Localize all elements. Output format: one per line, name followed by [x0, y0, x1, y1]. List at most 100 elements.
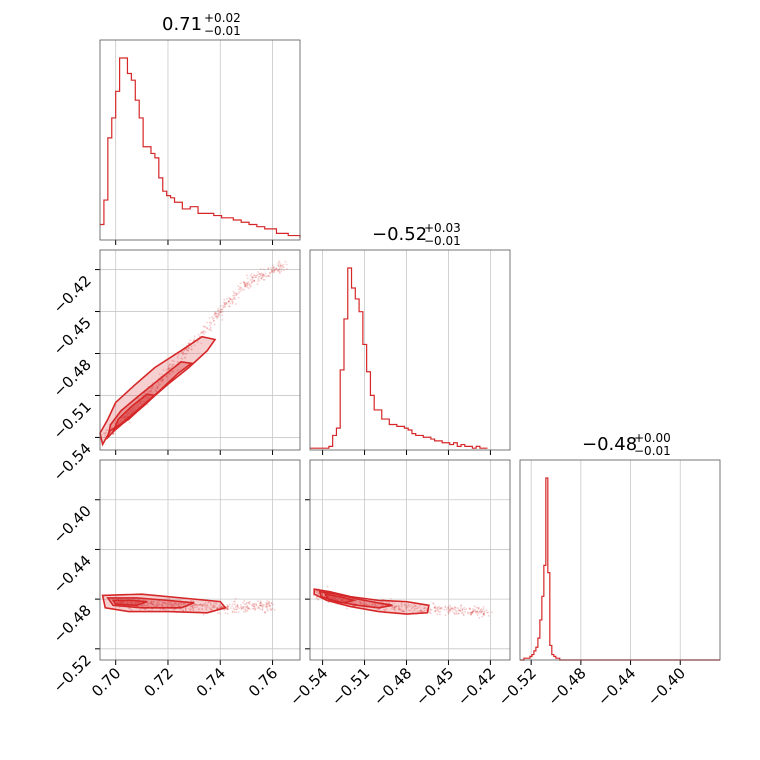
sample-point — [258, 607, 260, 609]
sample-point — [359, 601, 362, 604]
sample-point — [403, 603, 406, 606]
sample-point — [483, 613, 486, 616]
sample-point — [182, 602, 185, 605]
sample-point — [478, 607, 480, 609]
histogram-bar — [401, 426, 405, 450]
sample-point — [229, 298, 232, 301]
sample-point — [205, 608, 208, 611]
sample-point — [157, 604, 160, 606]
sample-point — [161, 379, 164, 381]
sample-point — [197, 608, 200, 611]
sample-point — [162, 379, 165, 381]
sample-point — [177, 605, 180, 608]
sample-point — [447, 611, 449, 613]
sample-point — [130, 602, 133, 605]
sample-point — [315, 597, 318, 600]
histogram-bar — [435, 441, 439, 450]
sample-point — [243, 603, 246, 606]
sample-point — [273, 266, 275, 269]
sample-point — [130, 601, 132, 604]
sample-point — [281, 266, 284, 269]
sample-point — [184, 352, 187, 355]
sample-point — [476, 614, 479, 616]
sample-point — [158, 381, 160, 384]
sample-point — [249, 602, 251, 605]
sample-point — [457, 612, 459, 615]
sample-point — [188, 607, 190, 610]
sample-point — [193, 604, 196, 607]
sample-point — [478, 616, 481, 619]
sample-point — [154, 389, 156, 392]
sample-point — [237, 292, 240, 295]
sample-point — [470, 612, 473, 615]
histogram-bar — [214, 216, 218, 240]
sample-point — [220, 605, 223, 608]
sample-point — [229, 302, 232, 305]
sample-point — [263, 274, 265, 277]
sample-point — [171, 605, 174, 607]
histogram-bar — [131, 80, 135, 240]
sample-point — [393, 607, 396, 609]
sample-point — [436, 609, 439, 612]
histogram-bar — [389, 425, 393, 450]
sample-point — [472, 608, 474, 610]
sample-point — [194, 603, 197, 606]
sample-point — [271, 270, 273, 273]
sample-point — [185, 606, 187, 609]
sample-point — [159, 608, 162, 611]
sample-point — [172, 360, 175, 363]
sample-point — [151, 381, 154, 384]
sample-point — [192, 609, 195, 612]
sample-point — [238, 607, 240, 610]
sample-point — [232, 290, 235, 293]
sample-point — [219, 310, 222, 313]
sample-point — [434, 609, 437, 612]
sample-point — [278, 271, 281, 273]
sample-point — [258, 273, 261, 275]
sample-point — [407, 604, 409, 607]
sample-point — [235, 292, 238, 295]
sample-point — [239, 286, 241, 289]
sample-point — [165, 374, 168, 377]
sample-point — [211, 317, 214, 320]
sample-point — [275, 267, 277, 270]
sample-point — [432, 602, 435, 605]
sample-point — [149, 601, 152, 604]
sample-point — [221, 314, 224, 317]
sample-point — [483, 612, 486, 614]
sample-point — [213, 312, 216, 315]
sample-point — [429, 611, 431, 614]
sample-point — [264, 610, 267, 613]
contour-level-0 — [101, 593, 227, 614]
sample-point — [440, 606, 443, 609]
sample-point — [457, 612, 460, 615]
sample-point — [150, 389, 153, 392]
sample-point — [320, 592, 323, 595]
sample-point — [429, 612, 432, 615]
sample-point — [146, 603, 149, 605]
sample-point — [443, 608, 446, 611]
y-tick-label: −0.44 — [50, 552, 95, 597]
sample-point — [449, 608, 452, 610]
sample-point — [450, 607, 453, 610]
histogram-step-2 — [520, 477, 720, 661]
sample-point — [272, 267, 275, 270]
sample-point — [368, 604, 371, 606]
sample-point — [176, 361, 179, 364]
sample-point — [172, 363, 174, 366]
sample-point — [451, 607, 454, 610]
sample-point — [474, 610, 477, 613]
sample-point — [190, 599, 192, 602]
sample-point — [144, 608, 147, 611]
sample-point — [219, 311, 222, 314]
sample-point — [420, 610, 423, 613]
sample-point — [202, 330, 204, 333]
histogram-frame-2 — [519, 459, 721, 661]
sample-point — [221, 308, 224, 311]
sample-point — [282, 269, 285, 272]
sample-point — [193, 344, 196, 347]
sample-point — [394, 605, 396, 607]
sample-point — [113, 432, 115, 435]
sample-point — [172, 603, 175, 606]
sample-point — [176, 603, 179, 606]
